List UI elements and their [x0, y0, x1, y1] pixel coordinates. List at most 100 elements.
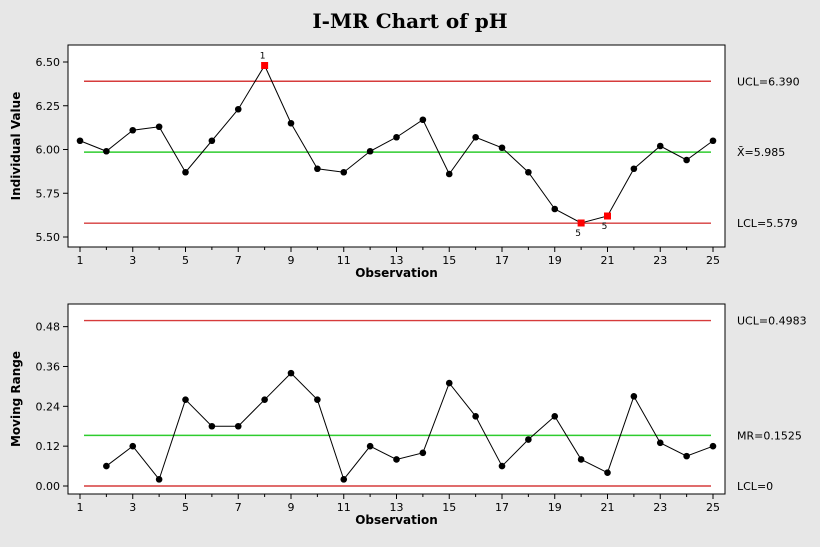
x-tick-label-3: 7 — [235, 501, 242, 514]
limit-label-2: LCL=0 — [737, 480, 773, 493]
x-tick-label-8: 17 — [495, 254, 509, 267]
series-line — [106, 372, 714, 481]
data-point — [656, 439, 664, 447]
flagged-point — [577, 219, 585, 227]
data-point — [287, 369, 295, 377]
x-tick-label-4: 9 — [288, 254, 295, 267]
data-point — [76, 137, 84, 145]
data-point — [314, 165, 321, 173]
x-tick-label-9: 19 — [548, 501, 562, 514]
data-point — [234, 422, 242, 430]
data-point — [709, 442, 717, 450]
data-point — [630, 165, 638, 173]
data-point — [340, 476, 348, 483]
x-tick-label-11: 23 — [653, 501, 667, 514]
data-point — [498, 462, 506, 470]
y-tick-label-1: 0.12 — [36, 440, 61, 453]
x-tick-label-6: 13 — [390, 501, 404, 514]
data-point — [366, 147, 374, 155]
data-point — [155, 123, 163, 131]
data-point — [393, 456, 400, 463]
data-point — [604, 469, 611, 477]
x-tick-label-2: 5 — [182, 501, 189, 514]
flag-label: 5 — [575, 229, 581, 239]
x-tick-label-0: 1 — [77, 254, 84, 267]
data-point — [683, 156, 690, 164]
flagged-point — [261, 62, 269, 69]
data-point — [182, 168, 189, 176]
x-tick-label-2: 5 — [182, 254, 189, 267]
y-tick-label-4: 6.50 — [36, 56, 61, 69]
x-tick-label-12: 25 — [706, 501, 720, 514]
data-point — [577, 456, 585, 463]
data-point — [340, 168, 348, 176]
limit-label-1: MR=0.1525 — [737, 429, 802, 442]
data-point — [234, 105, 242, 113]
limit-label-0: UCL=0.4983 — [737, 315, 807, 328]
data-point — [103, 462, 110, 470]
data-point — [525, 168, 532, 176]
data-point — [445, 379, 453, 387]
x-axis-label: Observation — [355, 266, 438, 280]
x-tick-label-5: 11 — [337, 254, 351, 267]
data-point — [366, 442, 374, 450]
x-tick-label-10: 21 — [601, 501, 615, 514]
data-point — [129, 442, 137, 450]
y-axis-label: Moving Range — [9, 351, 23, 447]
data-point — [208, 422, 216, 430]
plot-area — [67, 303, 726, 495]
data-point — [393, 133, 400, 141]
plot-area — [67, 44, 726, 248]
limit-label-1: X̄=5.985 — [737, 146, 785, 159]
y-tick-label-0: 5.50 — [36, 231, 61, 244]
y-tick-label-1: 5.75 — [36, 187, 61, 200]
x-tick-label-0: 1 — [77, 501, 84, 514]
y-tick-label-3: 6.25 — [36, 100, 61, 113]
y-axis-label: Individual Value — [9, 92, 23, 201]
x-tick-label-11: 23 — [653, 254, 667, 267]
y-tick-label-2: 0.24 — [36, 400, 61, 413]
y-tick-label-0: 0.00 — [36, 480, 61, 493]
data-point — [498, 144, 506, 152]
chart-title: I-MR Chart of pH — [312, 9, 507, 33]
data-point — [419, 449, 427, 457]
x-tick-label-8: 17 — [495, 501, 509, 514]
data-point — [709, 137, 717, 145]
y-tick-label-2: 6.00 — [36, 144, 61, 157]
limit-label-2: LCL=5.579 — [737, 217, 798, 230]
data-point — [314, 396, 321, 403]
data-point — [551, 412, 559, 420]
x-tick-label-1: 3 — [129, 501, 136, 514]
data-point — [129, 126, 137, 134]
data-point — [551, 205, 559, 213]
data-point — [472, 412, 479, 420]
data-point — [525, 436, 532, 443]
x-axis-label: Observation — [355, 513, 438, 527]
data-point — [419, 116, 427, 124]
x-tick-label-7: 15 — [442, 501, 456, 514]
x-tick-label-1: 3 — [129, 254, 136, 267]
x-tick-label-5: 11 — [337, 501, 351, 514]
flagged-point — [604, 212, 611, 220]
y-tick-label-4: 0.48 — [36, 321, 61, 334]
data-point — [208, 137, 216, 145]
data-point — [656, 142, 664, 150]
data-point — [182, 396, 189, 403]
x-tick-label-10: 21 — [601, 254, 615, 267]
flag-label: 5 — [602, 222, 608, 232]
x-tick-label-4: 9 — [288, 501, 295, 514]
x-tick-label-6: 13 — [390, 254, 404, 267]
data-point — [472, 133, 479, 141]
data-point — [287, 119, 295, 127]
x-tick-label-7: 15 — [442, 254, 456, 267]
y-tick-label-3: 0.36 — [36, 360, 61, 373]
data-point — [261, 396, 268, 403]
limit-label-0: UCL=6.390 — [737, 75, 800, 88]
flag-label: 1 — [260, 52, 266, 62]
x-tick-label-9: 19 — [548, 254, 562, 267]
